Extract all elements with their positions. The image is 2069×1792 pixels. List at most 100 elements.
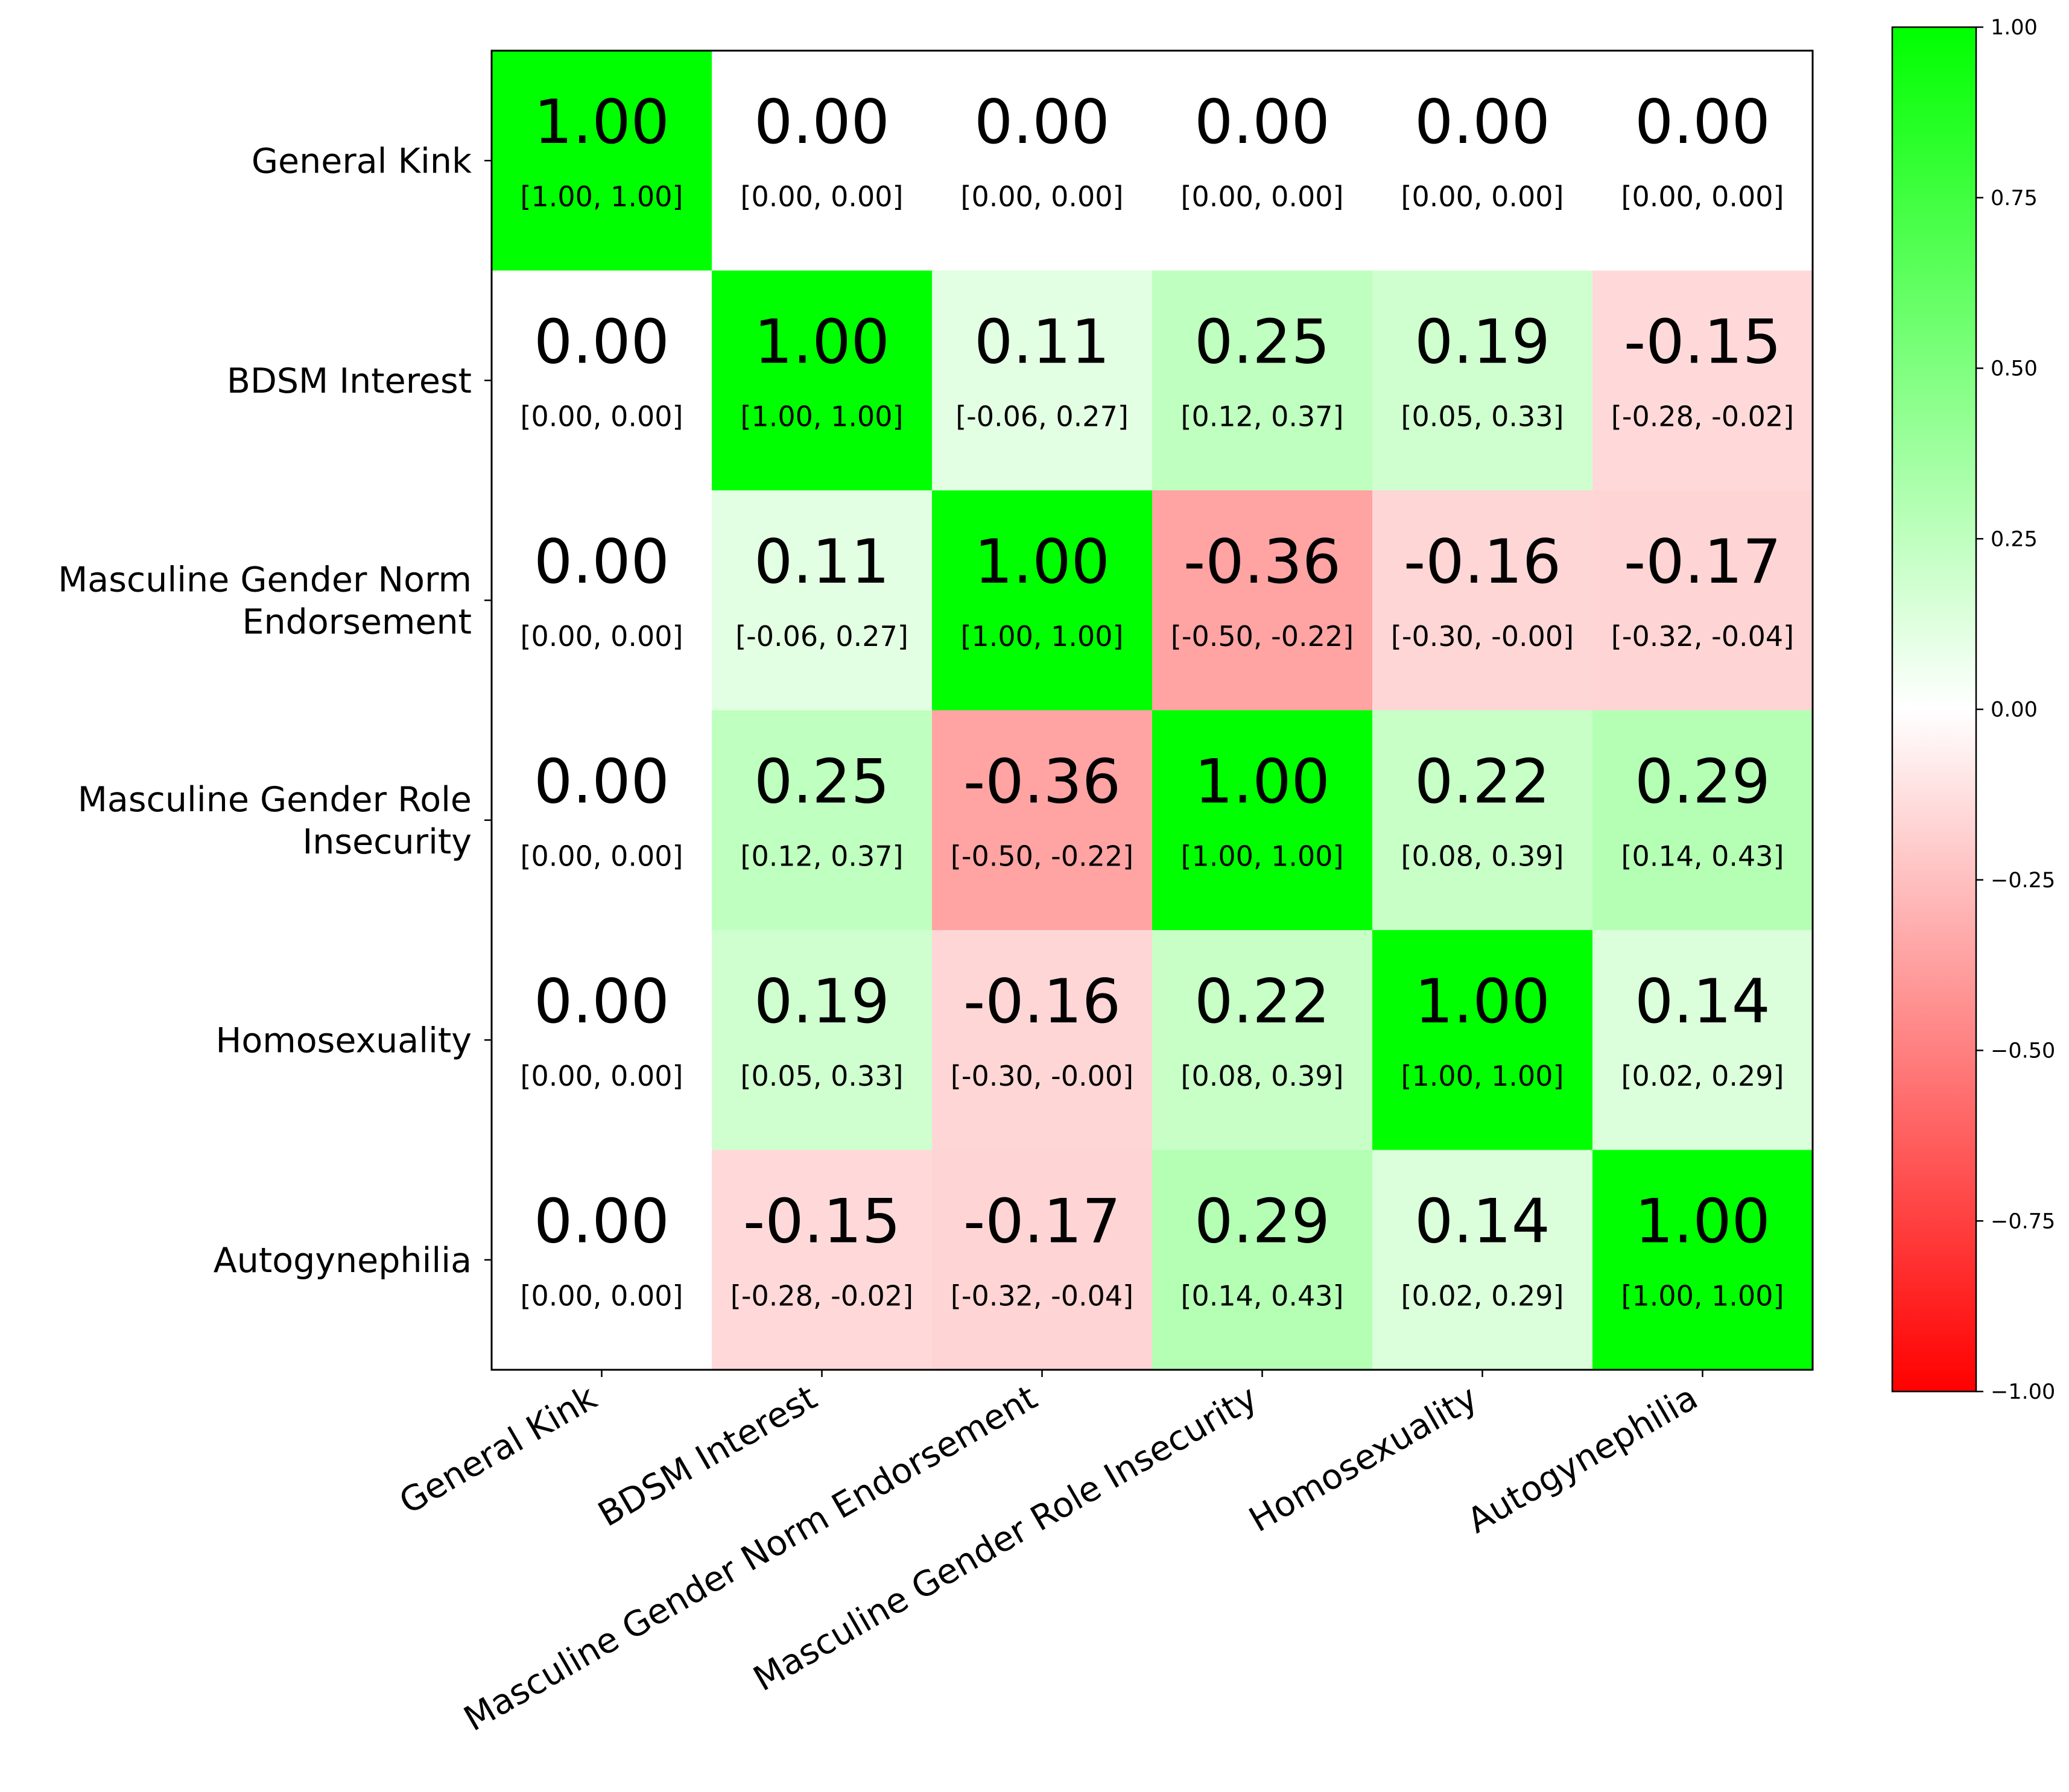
heatmap-cell [1592,270,1813,491]
heatmap-cell [932,1150,1153,1370]
heatmap-cell [1372,1150,1593,1370]
cell-value-label: 1.00 [974,526,1110,597]
y-tick-label: Endorsement [242,602,472,642]
cell-ci-label: [0.05, 0.33] [741,1060,904,1092]
colorbar-tick-label: 0.75 [1991,186,2038,211]
heatmap-cell [1592,930,1813,1150]
cell-ci-label: [-0.30, -0.00] [951,1060,1133,1092]
cell-ci-label: [0.14, 0.43] [1621,840,1784,873]
cell-ci-label: [-0.06, 0.27] [955,401,1129,433]
cell-ci-label: [1.00, 1.00] [1181,840,1344,873]
cell-ci-label: [0.12, 0.37] [1181,401,1344,433]
heatmap-cells: 1.00 [1.00, 1.00] 0.00 [0.00, 0.00] 0.00 [0.0… [492,51,1813,1370]
cell-ci-label: [0.00, 0.00] [1401,180,1564,213]
heatmap-cell [1152,710,1373,931]
heatmap-cell [712,710,933,931]
cell-value-label: 0.00 [1194,86,1330,157]
heatmap-cell [932,930,1153,1150]
heatmap-cell [492,51,712,271]
plot-frame [490,49,1814,1371]
cell-value-label: -0.15 [743,1186,901,1257]
cell-value-label: 0.29 [1194,1186,1330,1257]
cell-value-label: 0.00 [534,1186,670,1257]
heatmap-cell [1592,51,1813,271]
x-tick-label: General Kink [393,1378,603,1522]
heatmap-cell [932,710,1153,931]
colorbar: 1.00 0.75 0.50 0.25 0.00 −0.25 −0.50 −0.75 −1.00 [1891,16,2055,1404]
cell-value-label: -0.36 [963,746,1121,817]
heatmap-cell [492,490,712,711]
cell-ci-label: [-0.30, -0.00] [1391,620,1574,653]
cell-value-label: 1.00 [1415,966,1550,1037]
cell-ci-label: [0.12, 0.37] [741,840,904,873]
colorbar-tick-label: −0.50 [1991,1039,2055,1063]
cell-value-label: 0.19 [1415,306,1550,378]
heatmap-cell [492,930,712,1150]
cell-value-label: 1.00 [1635,1186,1770,1257]
cell-value-label: -0.17 [963,1186,1121,1257]
x-tick-label: Autogynephilia [1461,1378,1705,1541]
cell-value-label: 0.22 [1194,966,1330,1037]
x-tick-label: BDSM Interest [592,1378,824,1534]
heatmap-cell [1152,490,1373,711]
cell-value-label: 1.00 [754,306,890,378]
cell-ci-label: [0.05, 0.33] [1401,401,1564,433]
cell-value-label: 0.25 [754,746,890,817]
colorbar-tick-label: 0.25 [1991,527,2038,551]
cell-value-label: -0.17 [1624,526,1781,597]
cell-value-label: 0.00 [1415,86,1550,157]
cell-value-label: 0.00 [534,526,670,597]
cell-ci-label: [0.00, 0.00] [1181,180,1344,213]
cell-value-label: 0.11 [974,306,1110,378]
cell-value-label: -0.36 [1183,526,1341,597]
heatmap-cell [712,1150,933,1370]
y-tick-label: Homosexuality [216,1021,472,1060]
heatmap-cell [1592,1150,1813,1370]
cell-value-label: 0.00 [974,86,1110,157]
heatmap-cell [1152,930,1373,1150]
y-axis: General Kink BDSM Interest Masculine Gende… [58,141,492,1281]
y-tick-label: BDSM Interest [227,361,472,401]
heatmap-cell [1592,490,1813,711]
colorbar-tick-label: 1.00 [1991,16,2038,40]
y-tick-label: Masculine Gender Norm [58,560,472,600]
heatmap-cell [492,1150,712,1370]
cell-value-label: 0.00 [534,306,670,378]
cell-value-label: 0.22 [1415,746,1550,817]
cell-ci-label: [0.08, 0.39] [1181,1060,1344,1092]
cell-ci-label: [-0.28, -0.02] [1611,401,1794,433]
cell-ci-label: [0.00, 0.00] [961,180,1124,213]
cell-ci-label: [0.00, 0.00] [521,1280,683,1312]
heatmap-cell [492,270,712,491]
colorbar-gradient [1891,26,1977,1393]
heatmap-cell [932,490,1153,711]
heatmap-cell [1372,710,1593,931]
cell-value-label: 0.14 [1635,966,1770,1037]
heatmap-cell [1372,490,1593,711]
heatmap-cell [1372,930,1593,1150]
y-tick-label: Masculine Gender Role [78,780,472,820]
cell-ci-label: [0.14, 0.43] [1181,1280,1344,1312]
cell-ci-label: [-0.50, -0.22] [951,840,1133,873]
cell-ci-label: [0.00, 0.00] [521,1060,683,1092]
colorbar-tick-label: −0.25 [1991,869,2055,893]
heatmap-cell [712,930,933,1150]
cell-ci-label: [1.00, 1.00] [521,180,683,213]
cell-ci-label: [-0.32, -0.04] [1611,620,1794,653]
heatmap-cell [1592,710,1813,931]
cell-ci-label: [0.00, 0.00] [521,840,683,873]
cell-ci-label: [0.00, 0.00] [741,180,904,213]
heatmap-cell [712,490,933,711]
y-tick-label: Autogynephilia [214,1241,472,1281]
heatmap-cell [932,51,1153,271]
cell-value-label: 1.00 [1194,746,1330,817]
cell-value-label: 0.29 [1635,746,1770,817]
heatmap-cell [712,51,933,271]
cell-value-label: 0.25 [1194,306,1330,378]
cell-value-label: 0.11 [754,526,890,597]
heatmap-cell [1372,51,1593,271]
cell-ci-label: [1.00, 1.00] [961,620,1124,653]
heatmap-cell [492,710,712,931]
y-tick-label: General Kink [252,141,472,181]
